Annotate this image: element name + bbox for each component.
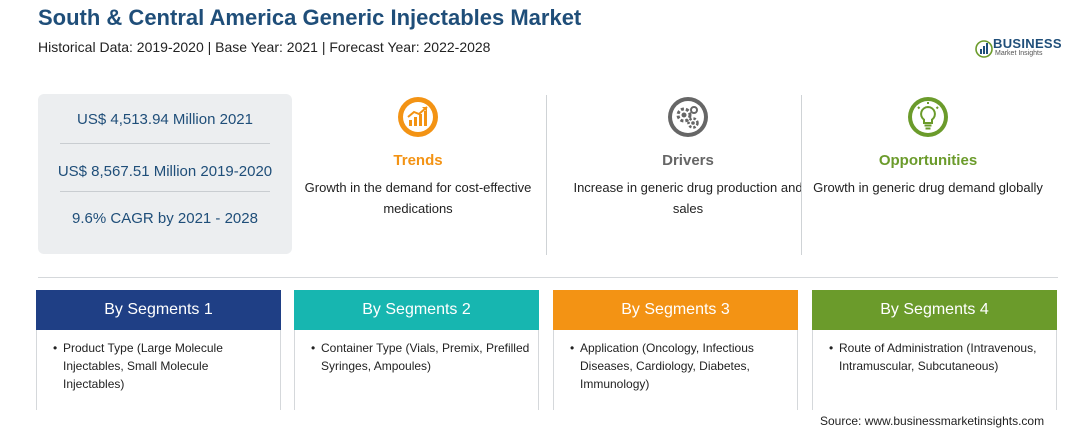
trend-chart-icon [398, 97, 438, 137]
column-divider [546, 95, 547, 255]
market-stats-panel: US$ 4,513.94 Million 2021 US$ 8,567.51 M… [38, 94, 292, 254]
trends-block: Trends Growth in the demand for cost-eff… [298, 95, 538, 219]
bullet: • [53, 341, 58, 355]
drivers-title: Drivers [662, 152, 714, 169]
segment-card-4: By Segments 4 • Route of Administration … [812, 290, 1057, 410]
list-item: • Application (Oncology, Infectious Dise… [570, 339, 789, 393]
logo-globe-icon [975, 40, 993, 58]
list-item: • Product Type (Large Molecule Injectabl… [53, 339, 272, 393]
opportunities-block: Opportunities Growth in generic drug dem… [808, 95, 1048, 198]
segment-1-body: • Product Type (Large Molecule Injectabl… [36, 330, 281, 410]
segment-2-body: • Container Type (Vials, Premix, Prefill… [294, 330, 539, 410]
segment-card-1: By Segments 1 • Product Type (Large Mole… [36, 290, 281, 410]
page-title: South & Central America Generic Injectab… [38, 5, 582, 30]
section-divider [38, 277, 1058, 278]
stat-cagr: 9.6% CAGR by 2021 - 2028 [72, 210, 258, 227]
drivers-block: Drivers Increase in generic drug product… [568, 95, 808, 219]
segment-card-3: By Segments 3 • Application (Oncology, I… [553, 290, 798, 410]
bullet: • [829, 341, 834, 355]
stat-divider [60, 143, 270, 144]
segment-1-text: Product Type (Large Molecule Injectables… [63, 341, 223, 391]
source-credit: Source: www.businessmarketinsights.com [820, 414, 1045, 428]
segment-3-title: By Segments 3 [553, 290, 798, 330]
segment-4-body: • Route of Administration (Intravenous, … [812, 330, 1057, 410]
logo-tagline: Market Insights [995, 50, 1043, 57]
stat-divider [60, 191, 270, 192]
segment-3-body: • Application (Oncology, Infectious Dise… [553, 330, 798, 410]
logo-wordmark: BUSINESS [993, 36, 1062, 51]
list-item: • Container Type (Vials, Premix, Prefill… [311, 339, 530, 375]
segment-1-title: By Segments 1 [36, 290, 281, 330]
opportunities-title: Opportunities [878, 152, 978, 169]
gears-icon [668, 97, 708, 137]
segment-2-text: Container Type (Vials, Premix, Prefilled… [321, 341, 530, 373]
segment-3-text: Application (Oncology, Infectious Diseas… [580, 341, 754, 391]
drivers-description: Increase in generic drug production and … [573, 180, 803, 216]
page-subtitle: Historical Data: 2019-2020 | Base Year: … [38, 39, 491, 55]
list-item: • Route of Administration (Intravenous, … [829, 339, 1048, 375]
stat-market-value-2021: US$ 4,513.94 Million 2021 [77, 111, 253, 128]
column-divider [801, 95, 802, 255]
opportunities-description: Growth in generic drug demand globally [813, 180, 1043, 195]
segment-4-text: Route of Administration (Intravenous, In… [839, 341, 1037, 373]
segment-card-2: By Segments 2 • Container Type (Vials, P… [294, 290, 539, 410]
bullet: • [570, 341, 575, 355]
lightbulb-icon [908, 97, 948, 137]
company-logo: BUSINESS Market Insights [975, 36, 1065, 60]
stat-market-value-historical: US$ 8,567.51 Million 2019-2020 [57, 163, 273, 180]
trends-title: Trends [393, 152, 443, 169]
trends-description: Growth in the demand for cost-effective … [304, 180, 532, 216]
segment-2-title: By Segments 2 [294, 290, 539, 330]
bullet: • [311, 341, 316, 355]
segment-4-title: By Segments 4 [812, 290, 1057, 330]
